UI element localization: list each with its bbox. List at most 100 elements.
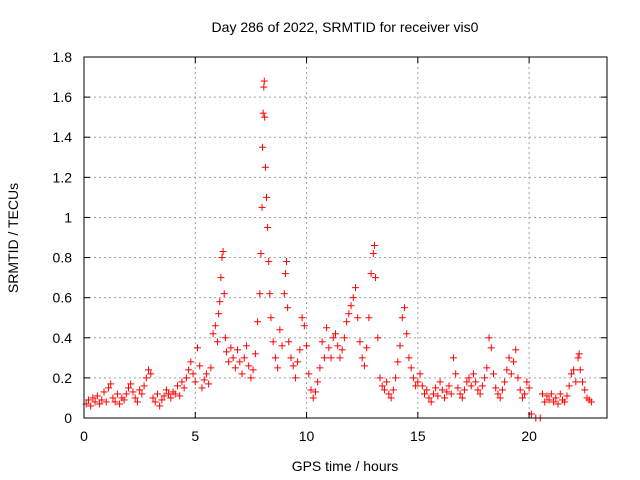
data-point [281,270,289,278]
y-axis-label: SRMTID / TECUs [5,183,21,293]
data-point [427,398,435,406]
data-point [151,398,159,406]
data-point [447,390,455,398]
data-point [556,390,564,398]
data-point [218,254,226,262]
data-point [327,354,335,362]
data-point [116,400,124,408]
data-point [501,378,509,386]
data-point [254,318,262,326]
data-point [264,223,272,231]
data-point [122,390,130,398]
data-point [380,386,388,394]
data-point [320,354,328,362]
data-point [251,350,259,358]
data-point [407,364,415,372]
data-point [176,392,184,400]
data-point [552,394,560,402]
data-point [87,402,95,410]
data-point [400,304,408,312]
data-point [323,324,331,332]
data-point [265,258,273,266]
data-point [441,394,449,402]
data-point [140,382,148,390]
data-point [207,364,215,372]
data-point [489,370,497,378]
data-point [261,113,269,121]
data-point [579,378,587,386]
data-point [525,384,533,392]
data-point [360,362,368,370]
data-point [385,390,393,398]
data-point [438,386,446,394]
data-point [200,376,208,384]
data-point [372,274,380,282]
data-point [485,334,493,342]
data-point [354,314,362,322]
data-point [367,270,375,278]
data-point [550,398,558,406]
data-point [160,392,168,400]
data-point [269,338,277,346]
data-point [216,298,224,306]
data-point [563,392,571,400]
data-point [403,330,411,338]
data-point [567,370,575,378]
data-point [167,394,175,402]
data-point [104,384,112,392]
data-point [96,400,104,408]
data-point [443,388,451,396]
data-point [541,398,549,406]
data-point [575,350,583,358]
data-point [138,390,146,398]
data-point [561,398,569,406]
data-point [523,378,531,386]
data-point [102,398,110,406]
data-point [238,370,246,378]
data-point [394,358,402,366]
data-point [374,334,382,342]
data-point [131,394,139,402]
data-point [340,334,348,342]
data-point [416,370,424,378]
data-point [191,378,199,386]
data-point [178,378,186,386]
data-point [436,378,444,386]
data-point [392,374,400,382]
data-point [215,310,223,318]
data-point [205,380,213,388]
data-point [581,386,589,394]
data-point [289,362,297,370]
data-point [256,290,264,298]
data-point [149,394,157,402]
data-point [156,402,164,410]
data-point [418,382,426,390]
data-point [456,390,464,398]
data-point [472,378,480,386]
data-point [98,396,106,404]
data-point [507,370,515,378]
data-point [113,390,121,398]
data-point [162,386,170,394]
data-point [231,364,239,372]
data-point [93,392,101,400]
data-point [349,294,357,302]
data-point [153,390,161,398]
data-point [570,366,578,374]
data-point [514,374,522,382]
data-point [145,366,153,374]
data-point [363,344,371,352]
data-point [547,390,555,398]
data-point [217,274,225,282]
data-point [496,394,504,402]
data-point [449,354,457,362]
y-tick-label: 1.2 [53,169,73,185]
data-point [120,396,128,404]
data-point [296,346,304,354]
data-point [389,386,397,394]
data-point [258,203,266,211]
data-point [182,374,190,382]
data-point [334,342,342,350]
grid-lines [84,57,607,418]
y-tick-label: 0 [64,410,72,426]
